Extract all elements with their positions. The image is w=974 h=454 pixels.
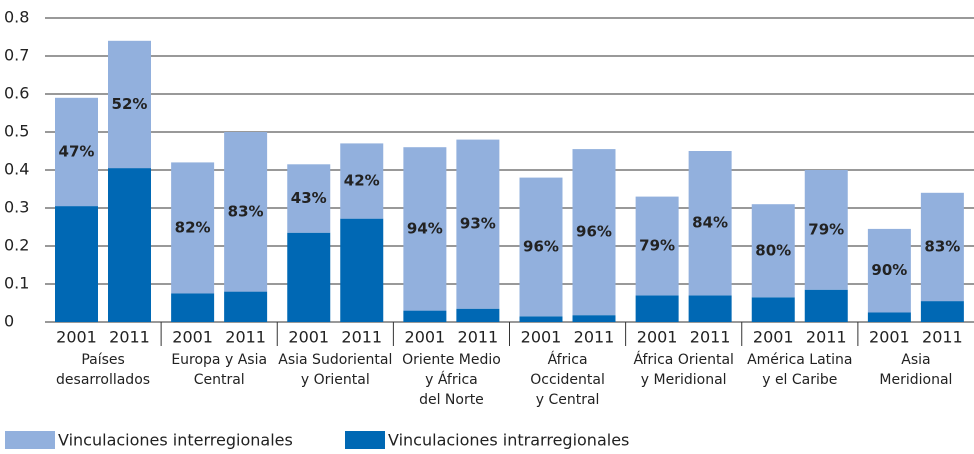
y-tick-label: 0.3	[4, 198, 29, 217]
bar-segment	[519, 316, 563, 322]
group-label: África	[548, 351, 588, 368]
y-tick-label: 0.6	[4, 84, 29, 103]
share-label: 79%	[808, 220, 844, 238]
bar-segment	[403, 147, 447, 311]
share-label: 52%	[112, 95, 148, 113]
bar-segment	[519, 177, 563, 317]
x-tick-label: 2001	[405, 328, 446, 347]
bar-segment	[867, 228, 911, 313]
bar-segment	[108, 40, 151, 169]
share-label: 82%	[175, 218, 211, 236]
bar-segment	[751, 204, 795, 298]
bar-segment	[55, 206, 98, 322]
group-label: y Oriental	[301, 372, 370, 388]
bar-segment	[287, 164, 331, 233]
y-tick-label: 0.2	[4, 236, 29, 255]
y-tick-label: 0.7	[4, 46, 29, 65]
bar-segment	[920, 301, 964, 322]
bar-segment	[287, 232, 331, 322]
bar-segment	[572, 149, 616, 316]
bar-segment	[635, 295, 679, 322]
y-tick-label: 0	[4, 312, 14, 331]
bar-segment	[108, 168, 151, 322]
share-label: 83%	[924, 237, 960, 255]
x-tick-label: 2011	[341, 328, 382, 347]
legend-label: Vinculaciones interregionales	[58, 431, 293, 450]
share-label: 84%	[692, 214, 728, 232]
bar-segment	[751, 297, 795, 322]
x-tick-label: 2001	[637, 328, 678, 347]
group-label: América Latina	[747, 352, 852, 368]
legend-swatch	[345, 431, 385, 449]
share-label: 83%	[228, 202, 264, 220]
group-label: Asia	[901, 352, 930, 368]
x-tick-label: 2001	[288, 328, 329, 347]
share-label: 93%	[460, 215, 496, 233]
group-label: y Central	[536, 392, 600, 408]
share-label: 90%	[871, 261, 907, 279]
y-tick-label: 0.5	[4, 122, 29, 141]
bar-segment	[920, 192, 964, 302]
group-label: Oriente Medio	[402, 352, 501, 368]
share-label: 96%	[523, 237, 559, 255]
bar-segment	[635, 196, 679, 296]
bar-segment	[867, 312, 911, 322]
bar-segment	[804, 289, 848, 322]
x-tick-label: 2001	[869, 328, 910, 347]
bar-segment	[403, 310, 447, 322]
x-tick-label: 2011	[225, 328, 266, 347]
bar-segment	[572, 315, 616, 322]
share-label: 94%	[407, 219, 443, 237]
share-label: 80%	[755, 241, 791, 259]
legend-label: Vinculaciones intrarregionales	[388, 431, 629, 450]
x-tick-label: 2001	[753, 328, 794, 347]
bar-segment	[804, 170, 848, 290]
group-label: Países	[81, 352, 124, 368]
share-label: 47%	[59, 142, 95, 160]
bar-segment	[688, 151, 732, 296]
x-tick-label: 2001	[56, 328, 97, 347]
x-tick-label: 2001	[172, 328, 213, 347]
y-tick-label: 0.4	[4, 160, 29, 179]
y-tick-label: 0.1	[4, 274, 29, 293]
group-label: del Norte	[419, 392, 484, 408]
group-label: Meridional	[879, 372, 952, 388]
bar-segment	[456, 139, 500, 309]
bar-segment	[55, 97, 98, 207]
bar-segment	[456, 308, 500, 322]
share-label: 96%	[576, 223, 612, 241]
x-tick-label: 2011	[690, 328, 731, 347]
x-tick-label: 2011	[458, 328, 499, 347]
share-label: 43%	[291, 189, 327, 207]
share-label: 79%	[639, 237, 675, 255]
x-tick-label: 2001	[521, 328, 562, 347]
group-label: África Oriental	[633, 351, 734, 368]
bar-segment	[224, 291, 268, 322]
bar-segment	[224, 132, 268, 292]
group-label: Asia Sudoriental	[278, 352, 392, 368]
bar-segment	[340, 143, 384, 219]
x-tick-label: 2011	[806, 328, 847, 347]
group-label: Europa y Asia	[171, 352, 267, 368]
group-label: y África	[425, 371, 478, 388]
bar-segment	[340, 218, 384, 322]
x-tick-label: 2011	[574, 328, 615, 347]
x-tick-label: 2011	[922, 328, 963, 347]
bar-segment	[171, 162, 215, 294]
bar-segment	[688, 295, 732, 322]
group-label: Occidental	[530, 372, 605, 388]
share-label: 42%	[344, 172, 380, 190]
legend-swatch	[5, 431, 55, 449]
y-tick-label: 0.8	[4, 8, 29, 27]
group-label: y Meridional	[641, 372, 727, 388]
group-label: y el Caribe	[762, 372, 837, 388]
bar-segment	[171, 293, 215, 322]
group-label: desarrollados	[56, 372, 150, 388]
x-tick-label: 2011	[109, 328, 150, 347]
group-label: Central	[194, 372, 245, 388]
